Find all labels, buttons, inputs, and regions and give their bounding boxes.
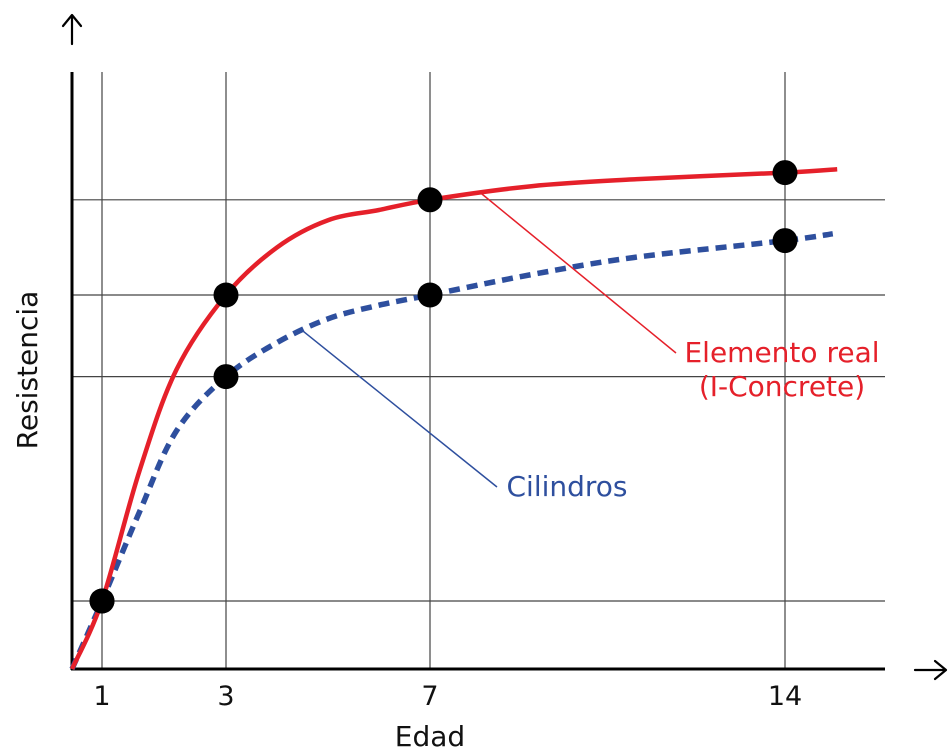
annotation-label-real-1: (I-Concrete)	[699, 370, 865, 403]
data-point-cyl-1	[213, 364, 239, 390]
data-point-cyl-0	[89, 588, 115, 614]
data-point-real-2	[417, 187, 443, 213]
data-points	[89, 160, 798, 614]
x-axis-arrow-icon	[913, 659, 948, 681]
axis-labels: Edad Resistencia	[11, 291, 465, 753]
x-tick-label-3: 3	[217, 681, 234, 712]
x-tick-label-7: 7	[421, 681, 438, 712]
annotation-leader-cyl	[302, 330, 498, 488]
annotations: Elemento real(I-Concrete) Cilindros	[302, 192, 880, 503]
annotation-label-real-0: Elemento real	[684, 336, 879, 369]
y-axis-title: Resistencia	[11, 291, 44, 450]
annotation-leader-real	[480, 192, 677, 354]
annotation-label-cyl-0: Cilindros	[506, 470, 627, 503]
data-point-cyl-2	[417, 282, 443, 308]
data-point-cyl-3	[772, 228, 798, 254]
series-line-real	[69, 166, 838, 670]
y-axis-arrow-icon	[61, 13, 83, 46]
x-tick-label-14: 14	[768, 681, 802, 712]
series-line-cyl	[69, 231, 834, 671]
data-series	[69, 166, 838, 671]
axes: 1 3 7 14	[61, 13, 948, 712]
x-axis-title: Edad	[395, 720, 465, 753]
data-point-real-3	[772, 160, 798, 186]
data-point-real-1	[213, 282, 239, 308]
x-tick-label-1: 1	[93, 681, 110, 712]
